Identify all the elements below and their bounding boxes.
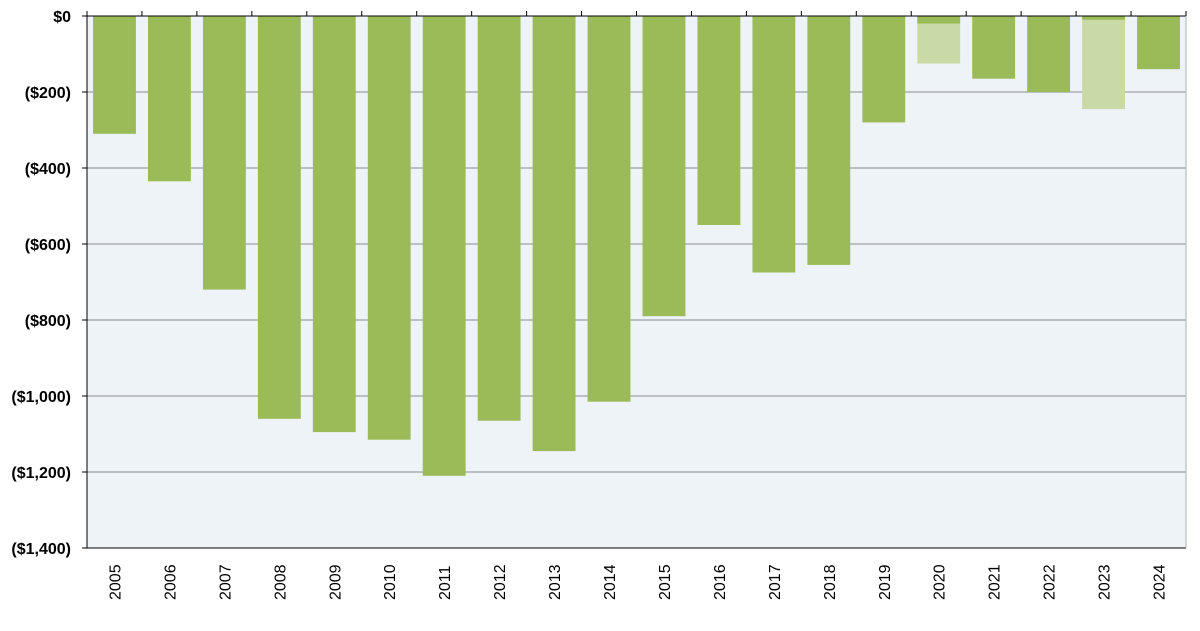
bar-2011 <box>422 16 466 476</box>
bar-2007 <box>202 16 246 290</box>
bar-2016 <box>697 16 741 225</box>
x-tick-labels: 2005 2006 2007 2008 2009 2010 2011 2012 2013 2014… <box>107 564 1168 600</box>
x-tick-label: 2012 <box>492 564 509 600</box>
y-tick-label: ($800) <box>25 313 71 330</box>
axes <box>82 11 1187 549</box>
x-tick-label: 2019 <box>877 564 894 600</box>
x-tick-label: 2006 <box>162 564 179 600</box>
bar-2005 <box>93 16 136 134</box>
y-tick-label: $0 <box>53 9 71 26</box>
bar-2022 <box>1027 16 1071 92</box>
x-tick-label: 2022 <box>1042 564 1059 600</box>
x-tick-label: 2005 <box>107 564 124 600</box>
bar-2023 <box>1082 16 1126 20</box>
x-tick-label: 2007 <box>217 564 234 600</box>
y-tick-label: ($400) <box>25 161 71 178</box>
x-tick-label: 2021 <box>987 564 1004 600</box>
x-tick-label: 2015 <box>657 564 674 600</box>
bar-2021 <box>972 16 1016 79</box>
bars <box>93 16 1180 476</box>
x-tick-label: 2009 <box>327 564 344 600</box>
plot-background <box>87 16 1186 548</box>
x-tick-label: 2023 <box>1097 564 1114 600</box>
bar-2008 <box>257 16 301 419</box>
bar-2019 <box>862 16 906 123</box>
x-tick-label: 2016 <box>712 564 729 600</box>
y-tick-label: ($1,000) <box>11 389 71 406</box>
bar-2020 <box>917 16 961 24</box>
x-tick-label: 2017 <box>767 564 784 600</box>
bar-2009 <box>312 16 356 433</box>
x-tick-label: 2014 <box>602 564 619 600</box>
bar-2018 <box>807 16 851 265</box>
bar-2012 <box>477 16 521 421</box>
y-tick-label: ($1,400) <box>11 541 71 558</box>
x-tick-label: 2008 <box>272 564 289 600</box>
x-tick-label: 2018 <box>822 564 839 600</box>
x-tick-label: 2020 <box>932 564 949 600</box>
bar-2014 <box>587 16 631 402</box>
y-tick-label: ($600) <box>25 237 71 254</box>
bar-2013 <box>532 16 576 452</box>
y-tick-labels: $0 ($200) ($400) ($600) ($800) ($1,000) ($1,20… <box>11 9 71 558</box>
x-tick-label: 2013 <box>547 564 564 600</box>
x-tick-label: 2010 <box>382 564 399 600</box>
bar-2010 <box>367 16 411 440</box>
bar-secondary-2023 <box>1082 16 1126 110</box>
bar-2017 <box>752 16 796 273</box>
bar-secondary-2020 <box>917 16 961 64</box>
bar-2015 <box>642 16 686 317</box>
bar-2024 <box>1137 16 1180 70</box>
y-tick-label: ($200) <box>25 85 71 102</box>
x-tick-label: 2011 <box>437 565 454 600</box>
bar-2006 <box>147 16 191 182</box>
y-tick-label: ($1,200) <box>11 465 71 482</box>
x-tick-label: 2024 <box>1152 564 1169 600</box>
